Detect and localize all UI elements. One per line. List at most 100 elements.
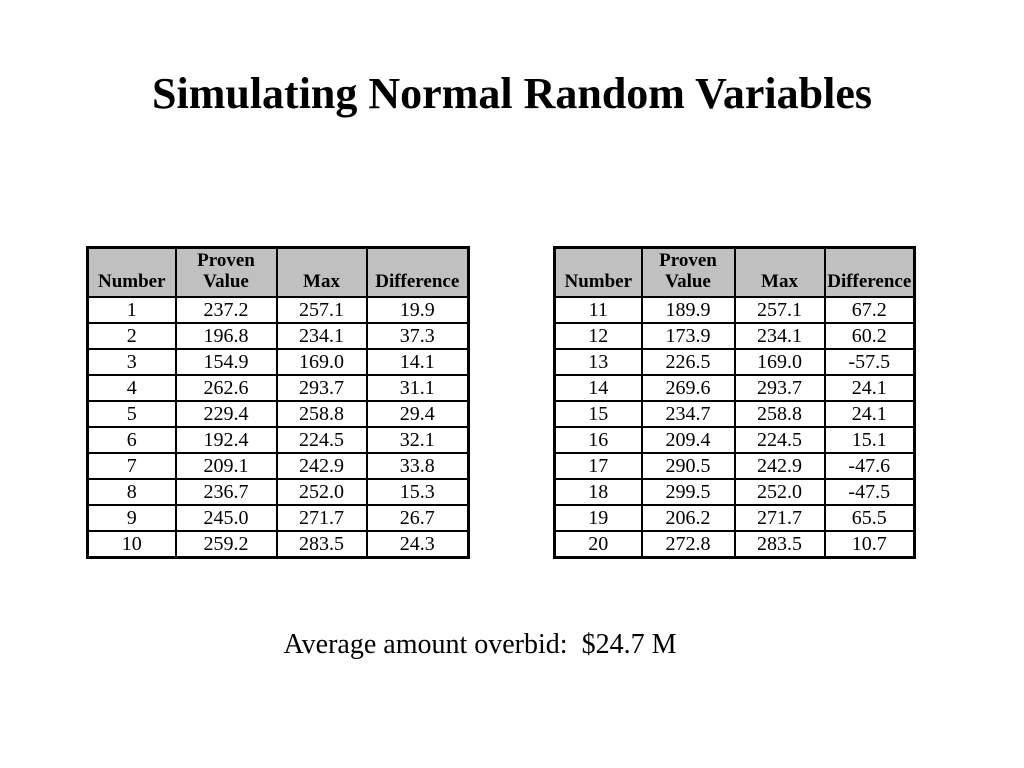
table-cell: 258.8 [275, 399, 368, 428]
table-cell: 196.8 [174, 321, 278, 350]
table-cell: 257.1 [733, 295, 826, 324]
table-cell: 1 [86, 295, 177, 324]
table-cell: 262.6 [174, 373, 278, 402]
table-header-row: Number Proven Value Max Difference [86, 246, 470, 298]
table-cell: 29.4 [365, 399, 470, 428]
table-cell: 283.5 [275, 529, 368, 558]
table-cell: 7 [86, 451, 177, 480]
table-cell: 299.5 [640, 477, 736, 506]
column-header: Number [86, 246, 177, 298]
table-cell: 16 [553, 425, 643, 454]
simulation-table-rows-1-10: Number Proven Value Max Difference 1 237.2 25… [86, 246, 470, 559]
table-cell: 209.4 [640, 425, 736, 454]
table-cell: 20 [553, 529, 643, 558]
table-row: 20 272.8 283.5 10.7 [553, 529, 916, 558]
table-cell: 9 [86, 503, 177, 532]
table-cell: 269.6 [640, 373, 736, 402]
table-cell: 4 [86, 373, 177, 402]
table-cell: 224.5 [275, 425, 368, 454]
table-cell: 26.7 [365, 503, 470, 532]
table-cell: 226.5 [640, 347, 736, 376]
table-cell: 293.7 [275, 373, 368, 402]
table-cell: -57.5 [823, 347, 916, 376]
table-cell: 11 [553, 295, 643, 324]
table-row: 10 259.2 283.5 24.3 [86, 529, 470, 558]
table-cell: 283.5 [733, 529, 826, 558]
table-cell: 234.1 [733, 321, 826, 350]
table-cell: 14 [553, 373, 643, 402]
table-cell: 290.5 [640, 451, 736, 480]
table-row: 8 236.7 252.0 15.3 [86, 477, 470, 506]
table-cell: 224.5 [733, 425, 826, 454]
table-cell: 245.0 [174, 503, 278, 532]
column-header: Proven Value [640, 246, 736, 298]
table-cell: 6 [86, 425, 177, 454]
table-cell: -47.6 [823, 451, 916, 480]
table-cell: 5 [86, 399, 177, 428]
table-cell: 10 [86, 529, 177, 558]
table-cell: 229.4 [174, 399, 278, 428]
column-header: Max [733, 246, 826, 298]
table-cell: 37.3 [365, 321, 470, 350]
table-cell: 33.8 [365, 451, 470, 480]
column-header: Number [553, 246, 643, 298]
table-cell: 271.7 [733, 503, 826, 532]
table-cell: 2 [86, 321, 177, 350]
table-cell: 32.1 [365, 425, 470, 454]
table-cell: 15.1 [823, 425, 916, 454]
table-row: 15 234.7 258.8 24.1 [553, 399, 916, 428]
table-cell: 3 [86, 347, 177, 376]
table-cell: 252.0 [275, 477, 368, 506]
table-row: 9 245.0 271.7 26.7 [86, 503, 470, 532]
table-row: 4 262.6 293.7 31.1 [86, 373, 470, 402]
table-cell: 24.1 [823, 399, 916, 428]
table-cell: 293.7 [733, 373, 826, 402]
table-row: 6 192.4 224.5 32.1 [86, 425, 470, 454]
column-header: Difference [365, 246, 470, 298]
table-cell: 15.3 [365, 477, 470, 506]
table-cell: 189.9 [640, 295, 736, 324]
table-cell: 259.2 [174, 529, 278, 558]
table-cell: 8 [86, 477, 177, 506]
table-cell: 17 [553, 451, 643, 480]
table-cell: 31.1 [365, 373, 470, 402]
table-row: 12 173.9 234.1 60.2 [553, 321, 916, 350]
table-row: 1 237.2 257.1 19.9 [86, 295, 470, 324]
table-row: 14 269.6 293.7 24.1 [553, 373, 916, 402]
table-row: 11 189.9 257.1 67.2 [553, 295, 916, 324]
table-cell: 24.3 [365, 529, 470, 558]
table-cell: 14.1 [365, 347, 470, 376]
table-cell: 242.9 [275, 451, 368, 480]
table-cell: 19 [553, 503, 643, 532]
table-cell: 258.8 [733, 399, 826, 428]
table-cell: 173.9 [640, 321, 736, 350]
table-row: 2 196.8 234.1 37.3 [86, 321, 470, 350]
table-cell: 192.4 [174, 425, 278, 454]
table-row: 16 209.4 224.5 15.1 [553, 425, 916, 454]
table-row: 3 154.9 169.0 14.1 [86, 347, 470, 376]
table-cell: 18 [553, 477, 643, 506]
average-overbid-caption: Average amount overbid: $24.7 M [283, 629, 677, 660]
table-cell: 169.0 [275, 347, 368, 376]
table-row: 7 209.1 242.9 33.8 [86, 451, 470, 480]
table-cell: 206.2 [640, 503, 736, 532]
table-cell: 10.7 [823, 529, 916, 558]
slide-title: Simulating Normal Random Variables [152, 69, 872, 118]
table-cell: 19.9 [365, 295, 470, 324]
table-row: 5 229.4 258.8 29.4 [86, 399, 470, 428]
table-cell: 154.9 [174, 347, 278, 376]
table-cell: 169.0 [733, 347, 826, 376]
table-cell: 13 [553, 347, 643, 376]
table-cell: 252.0 [733, 477, 826, 506]
table-cell: 209.1 [174, 451, 278, 480]
table-row: 17 290.5 242.9 -47.6 [553, 451, 916, 480]
simulation-table-rows-11-20: Number Proven Value Max Difference 11 189.9 2… [553, 246, 916, 559]
table-cell: 24.1 [823, 373, 916, 402]
table-cell: 67.2 [823, 295, 916, 324]
table-row: 18 299.5 252.0 -47.5 [553, 477, 916, 506]
table-cell: 15 [553, 399, 643, 428]
table-cell: 242.9 [733, 451, 826, 480]
table-cell: 65.5 [823, 503, 916, 532]
column-header: Difference [823, 246, 916, 298]
